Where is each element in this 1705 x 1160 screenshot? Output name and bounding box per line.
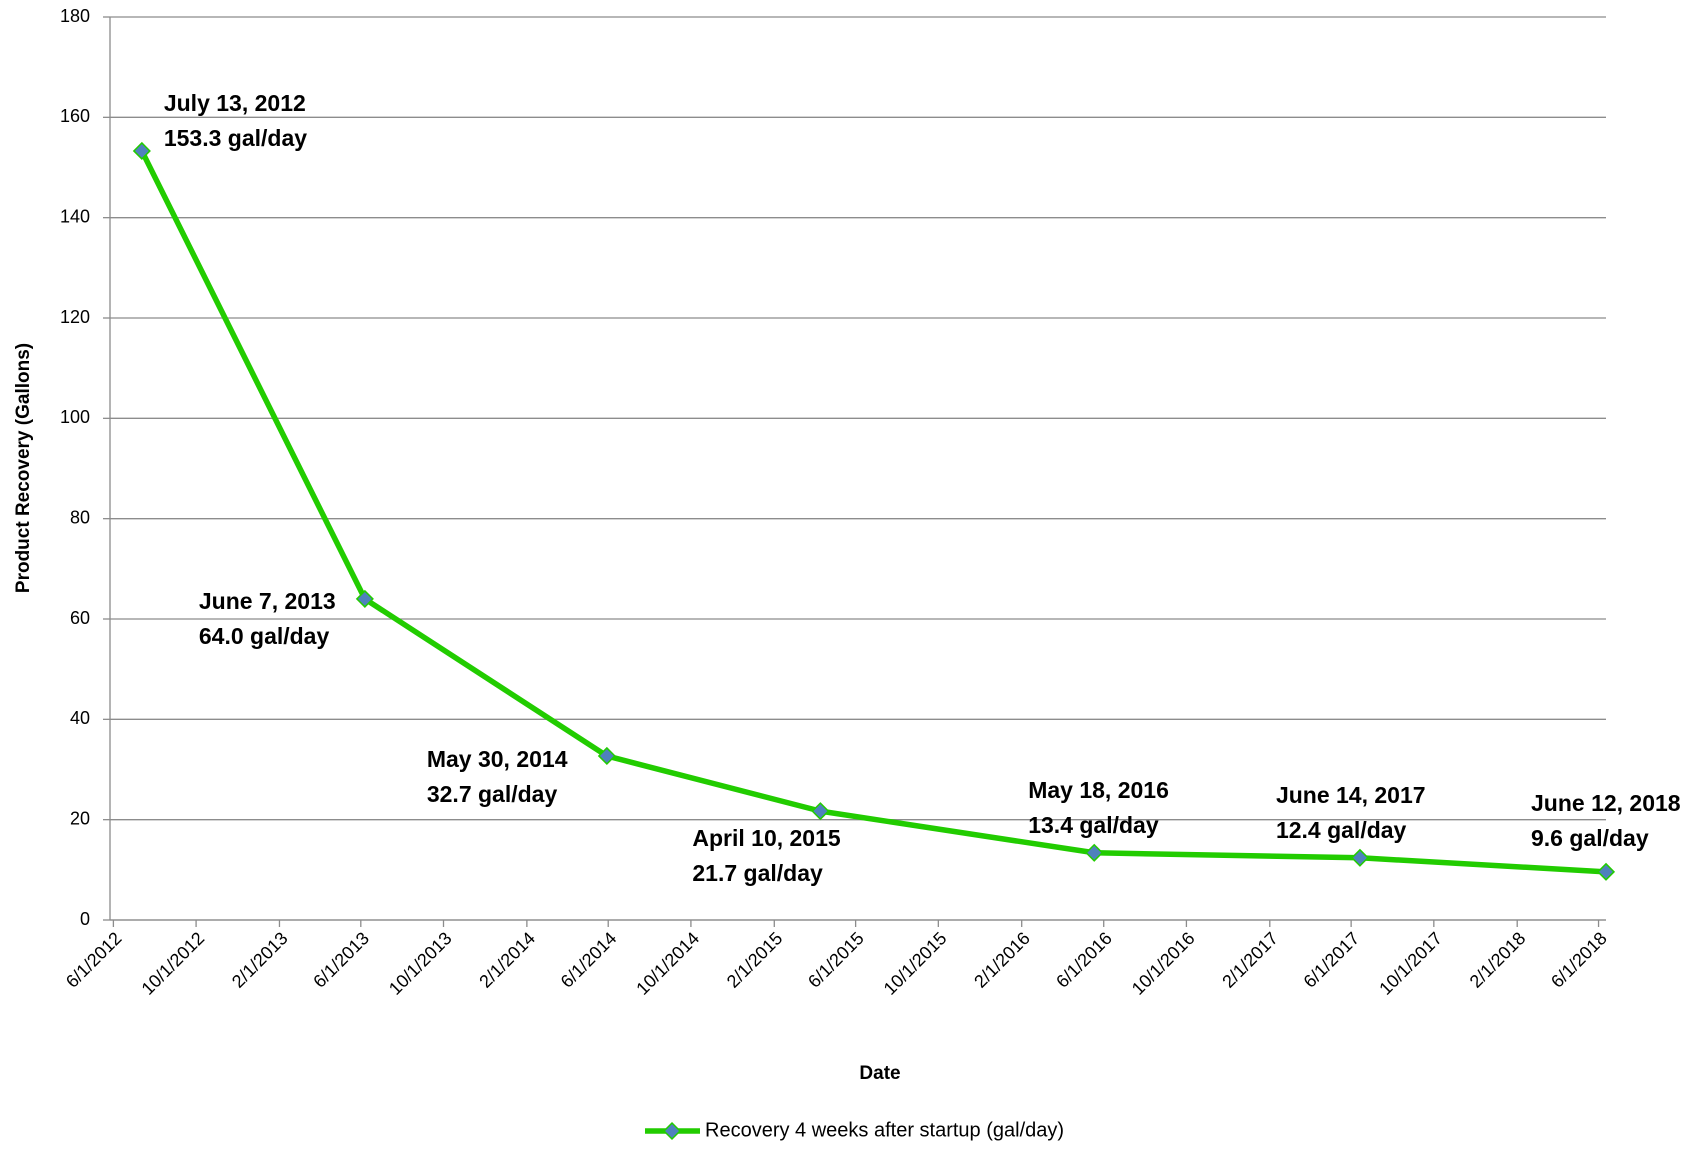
x-tick-label: 10/1/2014 [632,928,703,999]
y-tick-label: 160 [60,106,90,126]
y-tick-label: 180 [60,6,90,26]
x-tick-label: 2/1/2013 [228,928,292,992]
x-tick-label: 10/1/2013 [385,928,456,999]
x-tick-label: 6/1/2014 [557,928,621,992]
marker [132,141,151,161]
y-tick-label: 40 [70,708,90,728]
marker [811,802,830,821]
x-tick-label: 6/1/2013 [309,928,373,992]
marker [1596,862,1616,881]
value-label: 9.6 gal/day [1531,825,1649,851]
y-tick-label: 120 [60,307,90,327]
x-tick-label: 6/1/2015 [804,928,868,992]
value-label: 13.4 gal/day [1028,812,1159,838]
marker [597,746,616,766]
y-tick-label: 60 [70,608,90,628]
value-label: 21.7 gal/day [692,860,823,886]
marker [1350,848,1370,867]
y-axis-title: Product Recovery (Gallons) [13,343,34,593]
y-tick-label: 80 [70,507,90,527]
y-tick-label: 140 [60,206,90,226]
value-label: 32.7 gal/day [427,781,558,807]
x-tick-label: 2/1/2014 [475,928,539,992]
date-label: April 10, 2015 [692,825,841,851]
x-tick-label: 6/1/2012 [62,928,126,992]
x-tick-label: 10/1/2016 [1128,928,1199,999]
x-tick-label: 6/1/2018 [1547,928,1611,992]
marker [355,589,374,608]
date-label: May 30, 2014 [427,746,568,772]
y-tick-label: 0 [80,909,90,929]
value-label: 12.4 gal/day [1276,817,1407,843]
x-tick-label: 10/1/2015 [880,928,951,999]
date-label: June 12, 2018 [1531,790,1681,816]
y-tick-label: 20 [70,808,90,828]
y-tick-label: 100 [60,407,90,427]
date-label: May 18, 2016 [1028,777,1169,803]
x-tick-label: 2/1/2016 [970,928,1034,992]
marker [1085,843,1104,862]
x-tick-label: 2/1/2018 [1466,928,1530,992]
date-label: June 7, 2013 [199,588,336,614]
value-label: 153.3 gal/day [164,125,307,151]
legend-marker [662,1121,682,1141]
legend-label: Recovery 4 weeks after startup (gal/day) [705,1119,1064,1141]
x-tick-label: 2/1/2015 [723,928,787,992]
date-label: June 14, 2017 [1276,782,1426,808]
x-tick-label: 6/1/2017 [1300,928,1364,992]
date-label: July 13, 2012 [164,90,306,116]
x-tick-label: 2/1/2017 [1218,928,1282,992]
x-tick-label: 6/1/2016 [1052,928,1116,992]
series-line [139,149,1607,875]
value-label: 64.0 gal/day [199,623,330,649]
x-tick-label: 10/1/2017 [1375,928,1446,999]
x-tick-label: 10/1/2012 [138,928,209,999]
x-axis-title: Date [859,1063,900,1084]
